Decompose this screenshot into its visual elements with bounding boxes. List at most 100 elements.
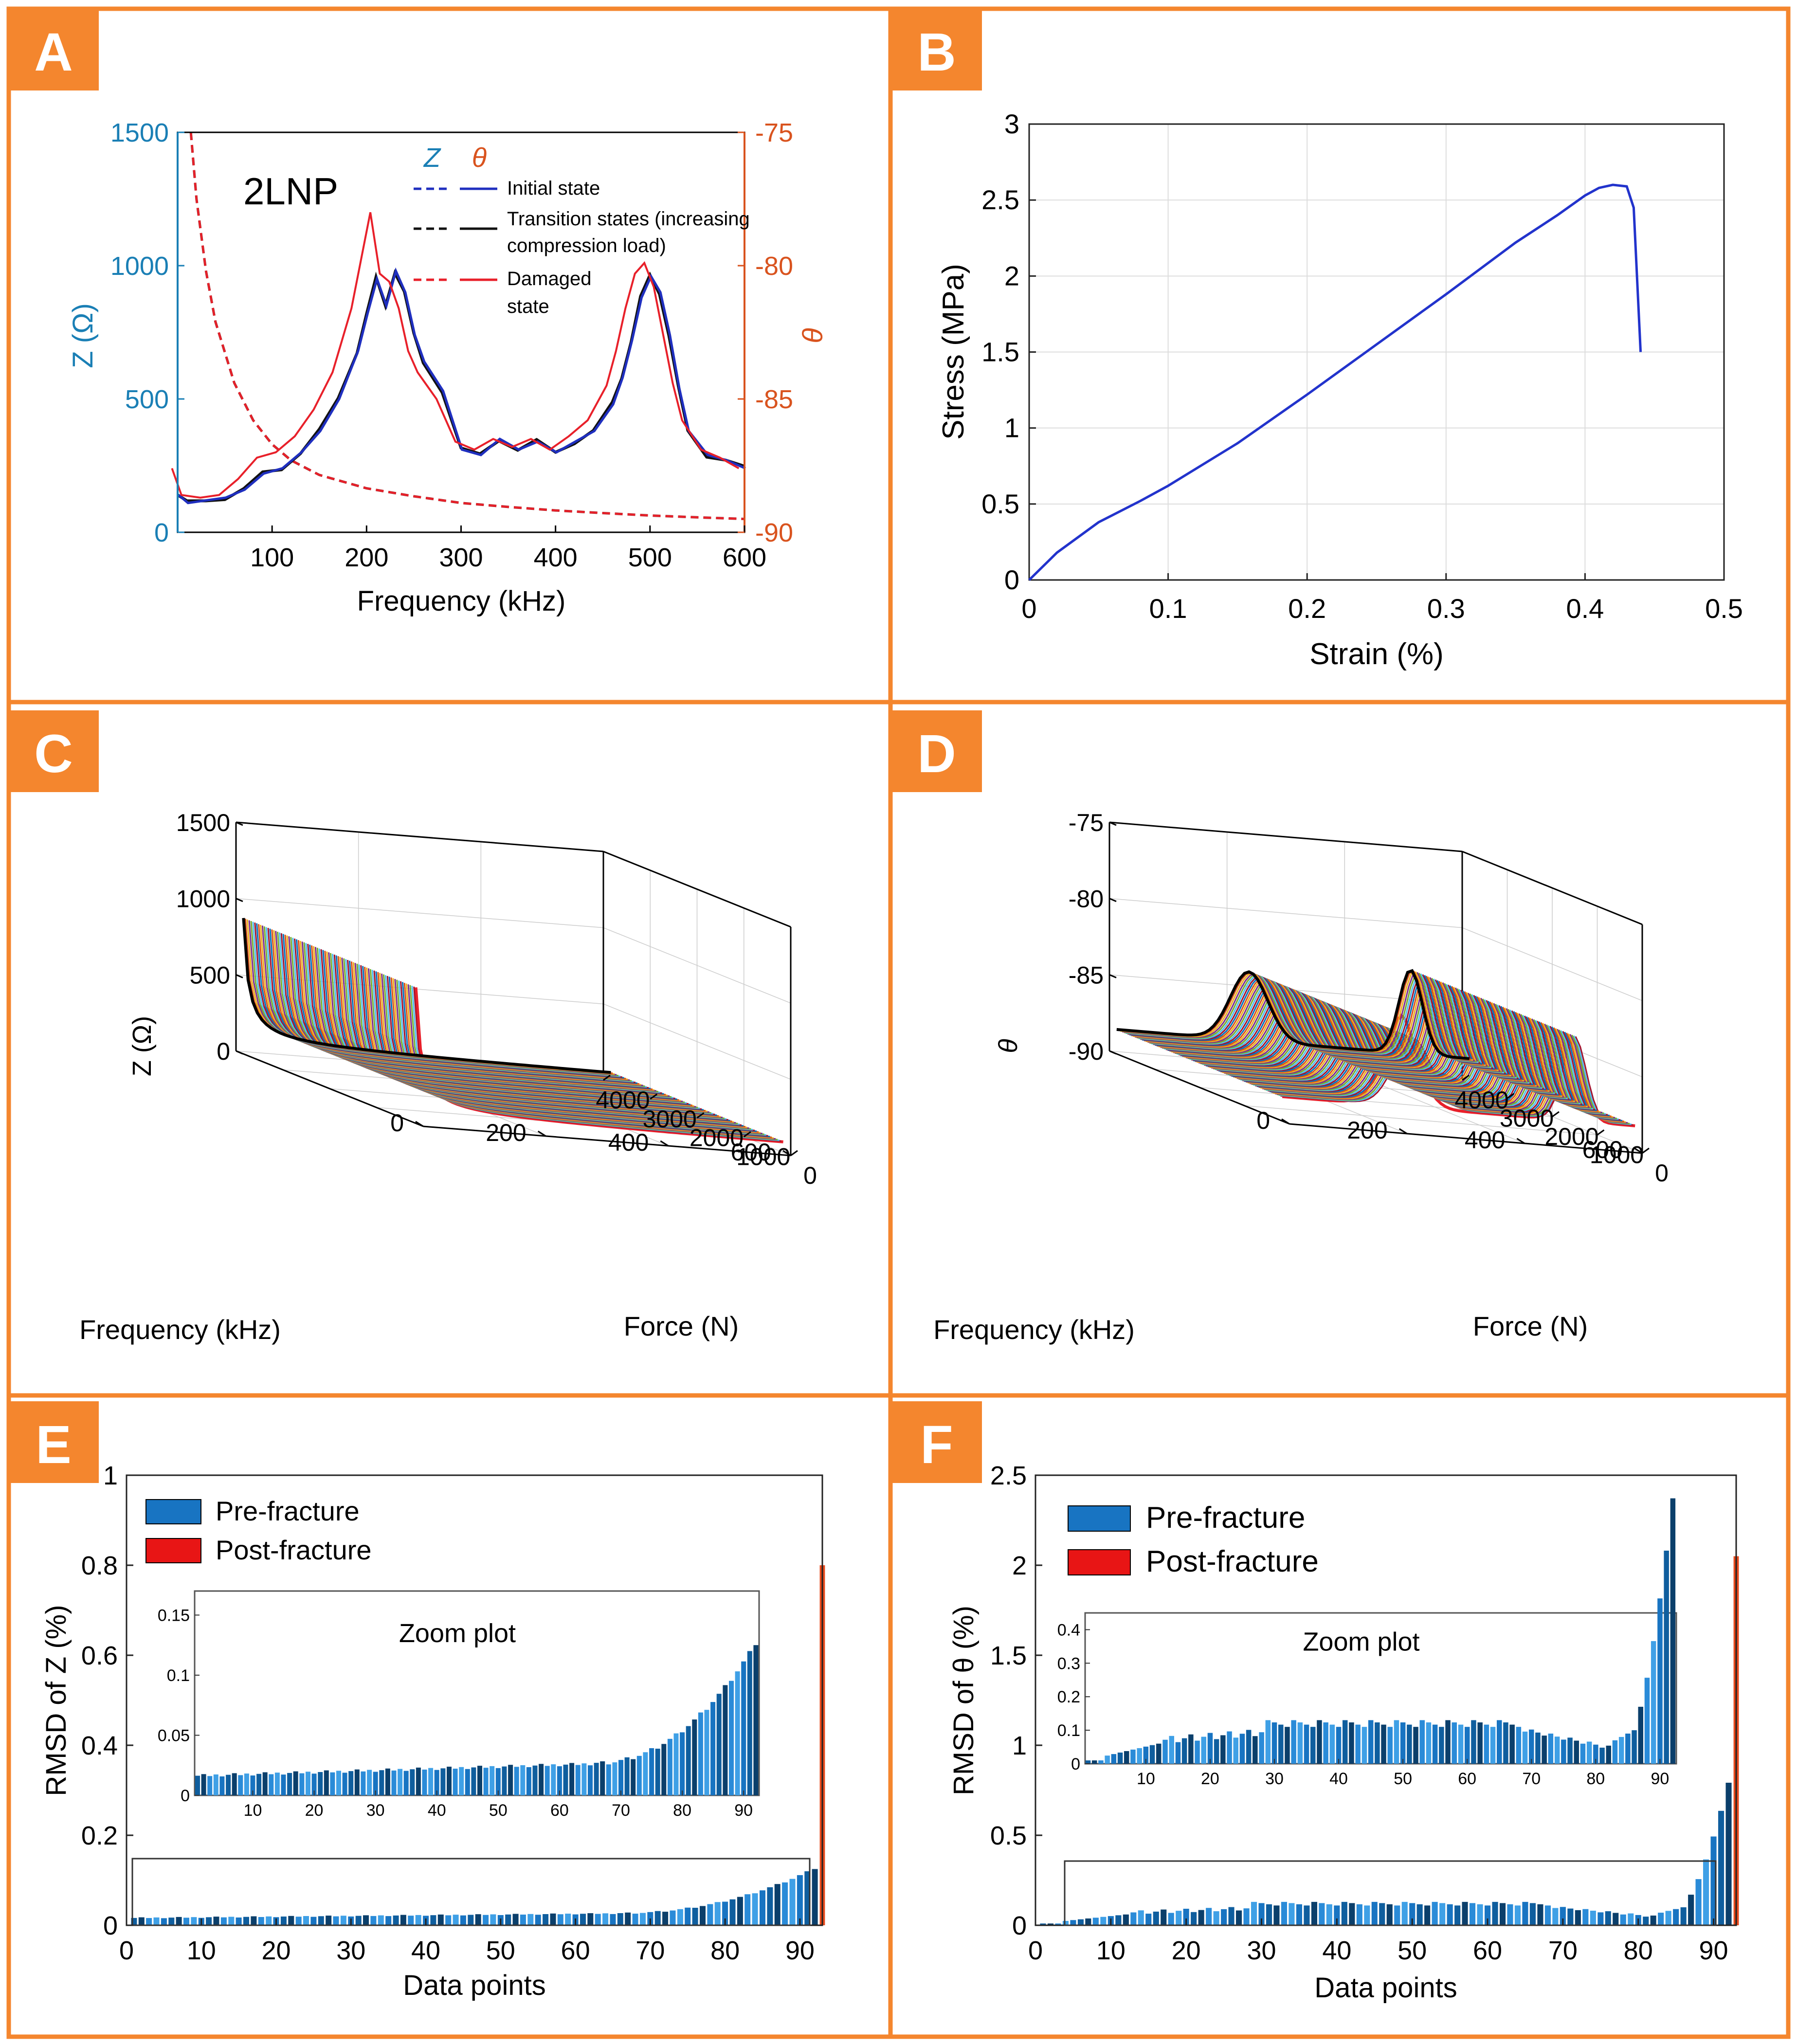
F-inset-bar-33 xyxy=(1291,1720,1296,1764)
E-inset-bar-9 xyxy=(244,1773,249,1795)
E-bar-54 xyxy=(527,1914,534,1925)
F-bar-55 xyxy=(1447,1904,1453,1925)
F-inset-bar-32 xyxy=(1285,1727,1290,1764)
E-inset-bar-45 xyxy=(465,1769,470,1795)
E-inset-xtick-label-70: 70 xyxy=(612,1801,630,1820)
E-bar-17 xyxy=(251,1916,257,1925)
panel-d-zlabel: θ xyxy=(994,1039,1023,1053)
E-bar-8 xyxy=(183,1917,189,1925)
E-inset-bar-79 xyxy=(673,1733,679,1795)
E-bar-36 xyxy=(393,1915,399,1925)
E-bar-5 xyxy=(161,1918,167,1925)
F-inset-bar-44 xyxy=(1361,1727,1367,1764)
F-bar-66 xyxy=(1529,1903,1536,1925)
panel-b-ytick-label-2: 2 xyxy=(1004,260,1019,291)
F-inset-xtick-label-60: 60 xyxy=(1458,1770,1476,1788)
panel-a-z-damaged-dashed xyxy=(190,132,745,520)
F-inset-bar-59 xyxy=(1458,1724,1464,1764)
C-ntick-3000 xyxy=(650,1093,658,1100)
E-bar-32 xyxy=(363,1915,369,1925)
E-inset-bar-69 xyxy=(612,1762,617,1795)
D-edge-top-f xyxy=(1109,821,1463,852)
F-inset-bar-11 xyxy=(1149,1745,1155,1764)
F-bar-69 xyxy=(1552,1908,1559,1925)
panel-a-legend-damaged-label-1: Damaged xyxy=(507,268,591,289)
panel-f-zoom-region xyxy=(1064,1860,1717,1926)
panel-a-legend-damaged-label-2: state xyxy=(507,296,549,317)
E-xtick-label-60: 60 xyxy=(561,1936,590,1965)
F-bar-17 xyxy=(1161,1909,1167,1925)
F-bar-32 xyxy=(1273,1905,1280,1925)
E-bar-81 xyxy=(729,1899,736,1925)
E-inset-bar-55 xyxy=(526,1767,531,1795)
E-inset-bar-74 xyxy=(643,1752,648,1795)
badge-d-label: D xyxy=(917,724,956,784)
E-ytick-label-1: 1 xyxy=(103,1461,118,1490)
E-inset-bar-39 xyxy=(428,1768,434,1795)
badge-a-box xyxy=(9,9,99,90)
F-bar-3 xyxy=(1055,1923,1061,1925)
E-bar-7 xyxy=(176,1917,182,1925)
E-bar-44 xyxy=(453,1915,459,1925)
F-bar-1 xyxy=(1040,1923,1046,1925)
panel-a-xlabel: Frequency (kHz) xyxy=(357,585,566,617)
E-bar-88 xyxy=(782,1882,788,1925)
E-inset-bar-63 xyxy=(575,1765,581,1795)
E-inset-bar-59 xyxy=(551,1764,556,1795)
E-bar-11 xyxy=(206,1917,212,1925)
F-inset-bar-47 xyxy=(1381,1724,1386,1764)
E-bar-59 xyxy=(565,1914,571,1925)
panel-a-chart: 100 200 300 400 500 600 0 500 1000 1500 -90 -85 -80 -… xyxy=(67,118,829,617)
F-bar-2 xyxy=(1047,1923,1053,1925)
F-inset-bar-31 xyxy=(1278,1724,1284,1764)
F-inset-xtick-label-30: 30 xyxy=(1265,1770,1284,1788)
E-inset-bar-36 xyxy=(410,1769,415,1795)
panel-e-ylabel: RMSD of Z (%) xyxy=(40,1605,72,1796)
E-bar-37 xyxy=(400,1915,406,1925)
panel-b-grid xyxy=(1029,124,1724,580)
E-inset-bar-22 xyxy=(324,1770,329,1795)
D-ztick-label--75: -75 xyxy=(1069,809,1104,836)
E-inset-bar-88 xyxy=(729,1681,734,1795)
F-bar-20 xyxy=(1183,1909,1189,1925)
F-inset-bar-5 xyxy=(1111,1754,1117,1764)
E-bar-57 xyxy=(550,1913,556,1925)
badge-b-box xyxy=(892,9,982,90)
E-bar-47 xyxy=(475,1914,481,1925)
E-bar-82 xyxy=(737,1897,743,1925)
E-bar-45 xyxy=(460,1915,466,1925)
E-bar-84 xyxy=(752,1893,758,1925)
F-bar-65 xyxy=(1522,1901,1528,1925)
E-xtick-label-10: 10 xyxy=(187,1936,216,1965)
D-curve-0 xyxy=(1116,969,1470,1060)
E-bar-90 xyxy=(797,1875,803,1925)
F-inset-bar-89 xyxy=(1651,1641,1656,1764)
C-curve-0 xyxy=(242,918,611,1074)
E-bar-19 xyxy=(266,1916,272,1925)
panel-e-inset: 0 0.05 0.1 0.15 10 20 30 40 50 60 70 80 90 Zoom plot xyxy=(158,1590,760,1820)
F-bar-84 xyxy=(1665,1911,1671,1925)
F-xtick-label-60: 60 xyxy=(1473,1936,1502,1965)
F-bar-49 xyxy=(1401,1901,1408,1925)
panel-b-xtick-label-0.3: 0.3 xyxy=(1427,593,1465,624)
F-bar-41 xyxy=(1341,1901,1347,1925)
F-inset-bar-72 xyxy=(1542,1736,1547,1764)
F-inset-bar-79 xyxy=(1586,1741,1592,1764)
panel-frame-5 xyxy=(888,1393,1791,2039)
E-inset-bar-71 xyxy=(624,1757,630,1795)
F-inset-xtick-label-90: 90 xyxy=(1651,1770,1669,1788)
F-bar-8 xyxy=(1092,1917,1099,1925)
panel-f-legend: Pre-fracture Post-fracture xyxy=(1068,1501,1319,1578)
F-bar-29 xyxy=(1251,1901,1257,1925)
E-inset-bar-65 xyxy=(588,1765,593,1795)
F-inset-bar-92 xyxy=(1670,1498,1676,1764)
F-bar-13 xyxy=(1130,1912,1137,1925)
E-inset-bar-26 xyxy=(348,1771,354,1795)
E-inset-bar-86 xyxy=(716,1694,722,1795)
E-inset-xtick-label-80: 80 xyxy=(673,1801,691,1820)
F-inset-ytick-label-0.1: 0.1 xyxy=(1057,1721,1080,1740)
E-inset-bar-73 xyxy=(636,1755,642,1795)
badge-a-label: A xyxy=(34,22,73,82)
